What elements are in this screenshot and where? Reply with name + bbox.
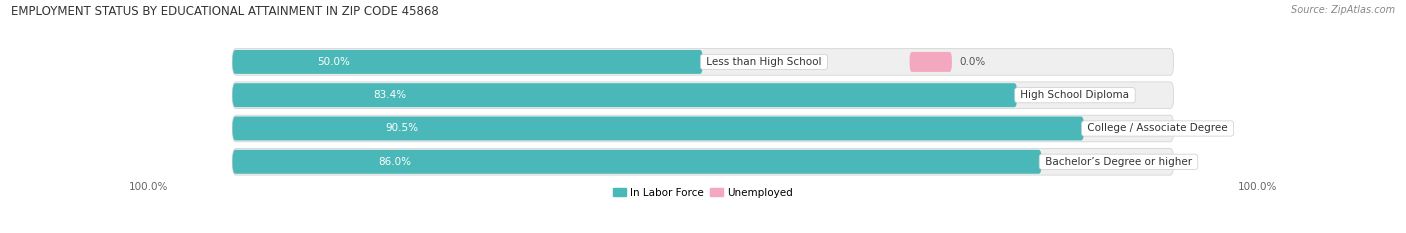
- FancyBboxPatch shape: [232, 83, 1018, 107]
- FancyBboxPatch shape: [232, 148, 1174, 175]
- Text: Less than High School: Less than High School: [703, 57, 825, 67]
- Text: EMPLOYMENT STATUS BY EDUCATIONAL ATTAINMENT IN ZIP CODE 45868: EMPLOYMENT STATUS BY EDUCATIONAL ATTAINM…: [11, 5, 439, 18]
- FancyBboxPatch shape: [232, 115, 1174, 142]
- Text: College / Associate Degree: College / Associate Degree: [1084, 123, 1232, 134]
- Text: 100.0%: 100.0%: [129, 182, 169, 192]
- Legend: In Labor Force, Unemployed: In Labor Force, Unemployed: [609, 183, 797, 202]
- Text: 0.0%: 0.0%: [959, 57, 986, 67]
- FancyBboxPatch shape: [910, 52, 952, 72]
- Text: 90.5%: 90.5%: [385, 123, 419, 134]
- Text: 86.0%: 86.0%: [378, 157, 411, 167]
- Text: 50.0%: 50.0%: [318, 57, 350, 67]
- Text: High School Diploma: High School Diploma: [1018, 90, 1133, 100]
- Text: Source: ZipAtlas.com: Source: ZipAtlas.com: [1291, 5, 1395, 15]
- Text: 100.0%: 100.0%: [1237, 182, 1277, 192]
- FancyBboxPatch shape: [232, 116, 1084, 140]
- FancyBboxPatch shape: [232, 49, 1174, 75]
- Text: Bachelor’s Degree or higher: Bachelor’s Degree or higher: [1042, 157, 1195, 167]
- FancyBboxPatch shape: [232, 50, 703, 74]
- FancyBboxPatch shape: [232, 82, 1174, 109]
- Text: 83.4%: 83.4%: [374, 90, 406, 100]
- FancyBboxPatch shape: [232, 150, 1042, 174]
